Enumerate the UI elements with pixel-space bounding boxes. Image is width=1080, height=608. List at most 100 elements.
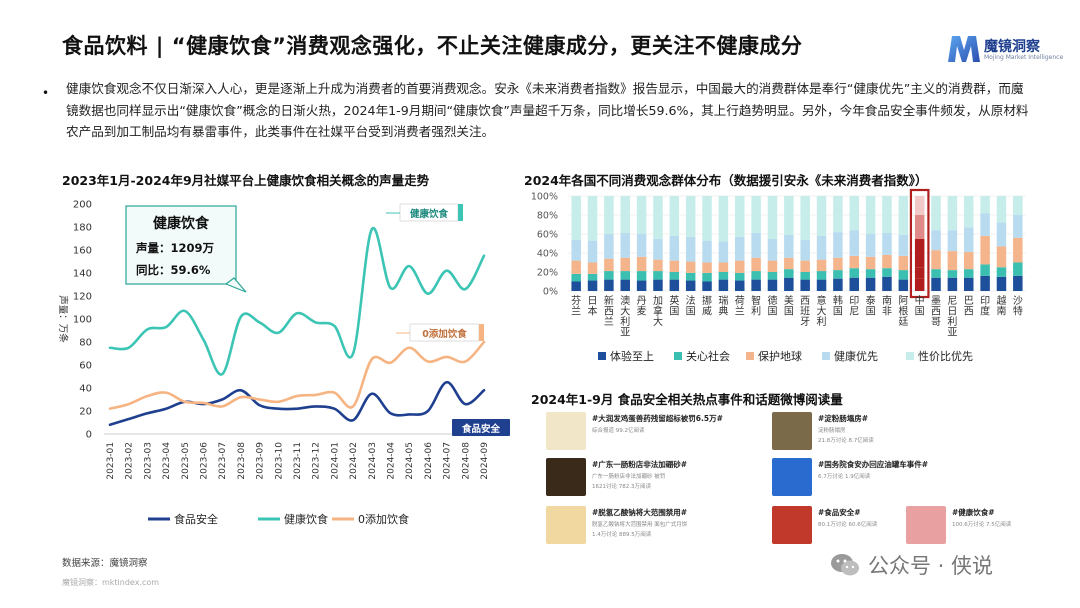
x-tick-label: 2023-05: [181, 442, 191, 480]
x-tick-label: 2024-07: [443, 442, 453, 480]
category-label: 越南: [996, 294, 1006, 318]
bar-segment: [571, 273, 581, 282]
bar-segment: [833, 257, 843, 271]
bar-segment: [718, 279, 729, 291]
y-axis-label: 声量：万条: [57, 295, 69, 343]
y-tick-label: 120: [73, 292, 92, 303]
bar-segment: [604, 279, 614, 291]
bar-segment: [767, 279, 778, 291]
event-meta: 脱氢乙酸钠将大范围禁用 面包广式月饼: [592, 522, 688, 528]
bar-segment: [653, 238, 663, 260]
bar-segment: [702, 240, 712, 263]
bar-segment: [620, 196, 630, 234]
bar-segment: [898, 196, 909, 235]
category-label: 韩国: [833, 294, 843, 318]
brand-logo: 魔镜洞察 Mojing Market Intelligence: [946, 30, 1066, 70]
bar-segment: [816, 235, 827, 260]
event-card[interactable]: #食品安全# 80.1万讨论 60.6亿阅读: [772, 504, 902, 546]
event-title: #食品安全#: [818, 508, 861, 517]
bar-segment: [702, 272, 712, 282]
event-meta: 综合报道 99.2亿阅读: [592, 428, 645, 434]
legend-swatch: [598, 352, 606, 360]
wechat-account: 公众号 · 侠说: [868, 554, 994, 578]
bar-segment: [980, 235, 990, 265]
event-card[interactable]: #大润发鸡蛋兽药残留超标被罚6.5万# 综合报道 99.2亿阅读: [546, 410, 761, 452]
bar-segment: [751, 196, 761, 234]
bar-segment: [947, 196, 958, 231]
series-tag-1: 食品安全: [452, 419, 510, 436]
callout-volume: 声量：1209万: [135, 241, 215, 255]
bar-segment: [669, 235, 680, 261]
legend-label: 保护地球: [758, 349, 802, 363]
bar-segment: [980, 275, 990, 291]
bar-segment: [784, 269, 794, 278]
legend-label: 性价比优先: [918, 349, 973, 363]
category-label: 阿根廷: [898, 295, 908, 328]
bar-segment: [849, 196, 859, 231]
series-tag-label: 0添加饮食: [422, 328, 467, 340]
bar-segment: [718, 262, 729, 272]
bar-segment: [636, 234, 647, 257]
series-tag-accent: [458, 204, 463, 221]
event-title: #大润发鸡蛋兽药残留超标被罚6.5万#: [592, 414, 723, 423]
bar-segment: [620, 279, 630, 291]
y-tick-label: 20%: [537, 268, 558, 279]
event-meta: 100.6万讨论 7.5亿阅读: [952, 522, 1012, 528]
event-title: #国务院食安办回应油罐车事件#: [818, 460, 929, 469]
bar-segment: [914, 238, 925, 268]
bar-segment: [931, 230, 941, 251]
bar-segment: [620, 257, 630, 272]
category-label: 日本: [588, 296, 598, 318]
bar-segment: [702, 281, 712, 291]
bar-segment: [735, 260, 745, 273]
y-tick-label: 180: [73, 223, 92, 234]
category-label: 挪威: [702, 294, 712, 318]
bar-segment: [735, 196, 745, 237]
bar-segment: [816, 279, 827, 291]
stacked-bar-chart: 0% 20% 40% 60% 80% 100% 芬兰日本新西兰澳大利亚丹麦加拿大英国法国挪威…: [531, 188, 1026, 363]
bar-segment: [604, 234, 614, 259]
event-thumbnail: [546, 412, 586, 450]
bar-segment: [800, 239, 810, 261]
bar-segment: [980, 264, 990, 276]
legend-item-3: 保护地球: [746, 349, 802, 363]
category-label: 法国: [686, 294, 696, 318]
bar-segment: [833, 232, 843, 258]
bar-segment: [587, 262, 598, 274]
bar-segment: [653, 271, 663, 280]
legend-swatch: [674, 352, 682, 360]
category-label: 中国: [915, 294, 925, 318]
series-tag-2: 健康饮食: [386, 203, 463, 222]
event-card[interactable]: #国务院食安办回应油罐车事件# 6.7万讨论 1.9亿阅读: [772, 456, 987, 498]
event-card[interactable]: #脱氢乙酸钠将大范围禁用# 脱氢乙酸钠将大范围禁用 面包广式月饼 1.4万讨论 88…: [546, 504, 761, 546]
legend-swatch: [746, 352, 754, 360]
event-card[interactable]: #健康饮食# 100.6万讨论 7.5亿阅读: [906, 504, 1011, 546]
bar-segment: [636, 271, 647, 281]
y-tick-label: 80: [79, 338, 92, 349]
bar-segment: [653, 279, 663, 291]
category-label: 印尼: [849, 295, 859, 318]
logo-subtitle: Mojing Market Intelligence: [984, 54, 1064, 61]
bar-segment: [947, 277, 958, 291]
legend-item-2: 健康饮食: [258, 512, 328, 526]
bar-segment: [898, 255, 909, 271]
x-tick-label: 2023-02: [125, 442, 135, 480]
event-title: #淀粉肠塌房#: [818, 414, 869, 423]
bar-segment: [669, 272, 680, 280]
bar-segment: [735, 280, 745, 291]
x-tick-label: 2023-07: [218, 442, 228, 480]
event-card[interactable]: #淀粉肠塌房# 淀粉肠塌房 21.8万讨论 8.7亿阅读: [772, 410, 987, 452]
bar-segment: [833, 196, 843, 233]
event-card[interactable]: #广东一肠粉店非法加硼砂# 广东一肠粉店非法加硼砂 被罚 1621讨论 782.3万…: [546, 456, 761, 498]
legend-item-1: 食品安全: [148, 512, 218, 526]
bar-segment: [587, 280, 598, 291]
bar-segment: [784, 257, 794, 270]
bar-segment: [1013, 275, 1023, 291]
bar-segment: [636, 196, 647, 234]
y-tick-label: 100: [73, 315, 92, 326]
bar-segment: [1013, 196, 1023, 215]
bar-segment: [784, 234, 794, 258]
y-tick-label: 40%: [537, 249, 558, 260]
bar-segment: [800, 196, 810, 240]
bar-segment: [636, 280, 647, 291]
